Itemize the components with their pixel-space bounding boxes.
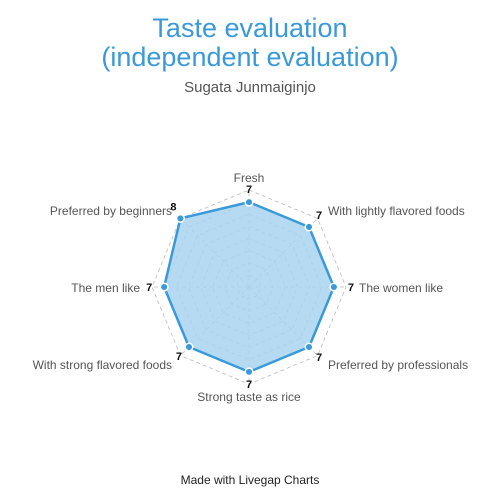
value-label-6: 7 [176,351,182,363]
category-label-4: Preferred by professionals [328,358,468,372]
value-label-5: 7 [246,379,252,391]
grid-ring-8 [151,189,347,385]
chart-title-line-1: Taste evaluation [152,13,348,43]
data-point-1 [244,197,254,207]
data-point-3 [329,282,339,292]
value-label-2: 7 [316,210,322,222]
category-label-2: With lightly flavored foods [328,204,465,218]
category-label-6: With strong flavored foods [33,358,172,372]
category-label-7: The men like [71,281,140,295]
chart-title: Taste evaluation (independent evaluation… [0,14,500,72]
value-label-7: 7 [146,282,152,294]
category-label-1: Fresh [234,171,265,185]
value-label-4: 7 [316,352,322,364]
category-label-3: The women like [359,281,443,295]
data-point-2 [304,222,314,232]
value-label-1: 7 [246,184,252,196]
data-point-4 [304,342,314,352]
value-label-8: 8 [170,201,176,213]
data-point-7 [159,282,169,292]
data-point-8 [175,213,185,223]
category-label-8: Preferred by beginners [50,204,172,218]
value-label-3: 7 [348,282,354,294]
chart-title-line-2: (independent evaluation) [101,42,399,72]
category-label-5: Strong taste as rice [197,390,301,404]
footer-credit: Made with Livegap Charts [180,473,320,487]
data-point-6 [184,342,194,352]
chart-subtitle: Sugata Junmaiginjo [184,79,316,96]
data-point-5 [244,367,254,377]
